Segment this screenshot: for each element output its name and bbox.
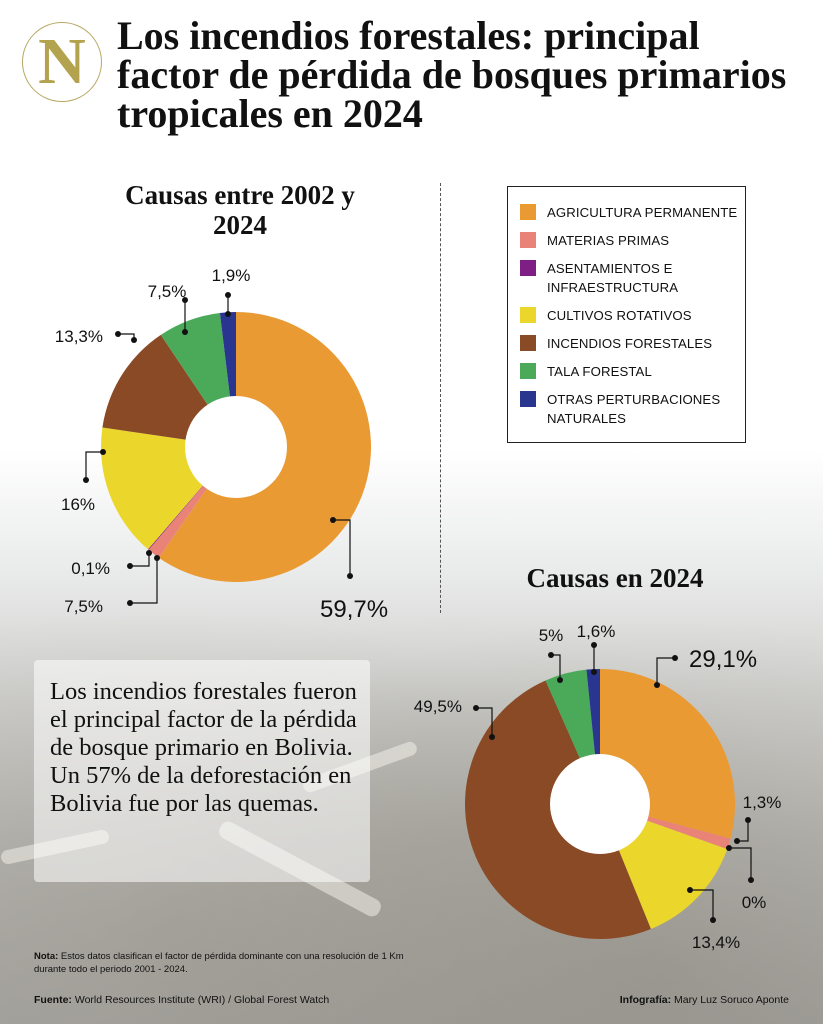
legend-item: INCENDIOS FORESTALES [520, 334, 745, 353]
credit-label: Infografía: [619, 994, 672, 1006]
chart2-title: Causas en 2024 [526, 563, 704, 593]
chart1-data-label: 7,5% [64, 597, 103, 616]
legend-swatch [520, 363, 536, 379]
chart1-data-label: 1,9% [212, 266, 251, 285]
chart2-data-label: 49,5% [414, 697, 462, 716]
chart1-leader-dot [182, 297, 188, 303]
credit-line: Infografía: Mary Luz Soruco Aponte [620, 994, 789, 1006]
chart2-data-label: 13,4% [692, 933, 740, 952]
page-title: Los incendios forestales: principal fact… [117, 13, 787, 136]
note-panel [34, 660, 370, 882]
legend-swatch [520, 204, 536, 220]
brand-logo: N [22, 22, 102, 102]
chart2-leader-dot [734, 838, 740, 844]
chart2-data-label: 5% [539, 626, 564, 645]
chart2-leader-dot [687, 887, 693, 893]
chart2-leader-dot [710, 917, 716, 923]
chart1-leader-line [130, 558, 158, 604]
chart2-leader-dot [672, 655, 678, 661]
legend-swatch [520, 260, 536, 276]
chart1-leader-dot [127, 600, 133, 606]
chart2-data-label: 29,1% [689, 646, 757, 673]
legend-item: CULTIVOS ROTATIVOS [520, 306, 745, 325]
source-label: Fuente: [34, 994, 72, 1006]
chart2-leader-line [690, 889, 714, 920]
chart2-leader-line [656, 657, 675, 685]
chart1-leader-dot [225, 292, 231, 298]
legend-label: AGRICULTURA PERMANENTE [547, 205, 738, 220]
chart2-data-label: 1,6% [577, 622, 616, 641]
chart2-leader-dot [748, 877, 754, 883]
legend-item: ASENTAMIENTOS E INFRAESTRUCTURA [520, 259, 745, 297]
chart1-data-label: 16% [61, 495, 95, 514]
chart2-leader-dot [557, 677, 563, 683]
chart2-leader-line [737, 820, 749, 842]
chart2-data-label: 0% [742, 893, 767, 912]
chart1-leader-dot [100, 449, 106, 455]
legend-item: AGRICULTURA PERMANENTE [520, 203, 745, 222]
chart1-leader-dot [347, 573, 353, 579]
data-note-label: Nota: [34, 951, 59, 962]
legend-item: TALA FORESTAL [520, 362, 745, 381]
legend-swatch [520, 335, 536, 351]
legend-swatch [520, 307, 536, 323]
chart1-leader-dot [182, 329, 188, 335]
source-text: World Resources Institute (WRI) / Global… [74, 994, 330, 1006]
highlight-text: Los incendios forestales fueron el princ… [50, 678, 357, 817]
chart1-leader-line [333, 519, 351, 576]
chart1-leader-dot [146, 550, 152, 556]
legend-label: ASENTAMIENTOS E INFRAESTRUCTURA [547, 261, 679, 295]
chart2-leader-dot [548, 652, 554, 658]
chart1-leader-dot [131, 337, 137, 343]
chart-legend: AGRICULTURA PERMANENTE MATERIAS PRIMAS A… [507, 186, 746, 443]
chart1-data-label: 13,3% [55, 327, 103, 346]
chart2-leader-dot [591, 669, 597, 675]
chart1-title: Causas entre 2002 y 2024 [125, 180, 355, 240]
data-note-text: Estos datos clasifican el factor de pérd… [34, 951, 404, 975]
legend-swatch [520, 232, 536, 248]
chart2-donut-hole [550, 754, 650, 854]
chart1-data-label: 59,7% [320, 596, 388, 623]
chart1-leader-dot [115, 331, 121, 337]
chart1-data-label: 7,5% [148, 282, 187, 301]
legend-item: OTRAS PERTURBACIONES NATURALES [520, 390, 745, 428]
chart1-leader-line [130, 553, 150, 567]
chart1-leader-dot [225, 311, 231, 317]
chart1-donut-hole [185, 396, 287, 498]
legend-item: MATERIAS PRIMAS [520, 231, 745, 250]
data-note: Nota: Estos datos clasifican el factor d… [34, 950, 414, 976]
chart2-leader-dot [489, 734, 495, 740]
chart2-data-label: 1,3% [743, 793, 782, 812]
legend-swatch [520, 391, 536, 407]
chart2-leader-dot [591, 642, 597, 648]
credit-text: Mary Luz Soruco Aponte [674, 994, 789, 1006]
chart1-leader-line [85, 451, 103, 480]
legend-label: TALA FORESTAL [547, 364, 652, 379]
legend-label: OTRAS PERTURBACIONES NATURALES [547, 392, 721, 426]
chart1-leader-dot [330, 517, 336, 523]
chart1-leader-dot [83, 477, 89, 483]
chart2-leader-dot [654, 682, 660, 688]
section-divider [440, 183, 441, 613]
chart2-leader-line [476, 707, 493, 737]
legend-label: CULTIVOS ROTATIVOS [547, 308, 692, 323]
chart2-leader-dot [473, 705, 479, 711]
chart1-data-label: 0,1% [71, 559, 110, 578]
brand-logo-letter: N [38, 25, 86, 98]
legend-label: MATERIAS PRIMAS [547, 233, 670, 248]
chart1-leader-dot [127, 563, 133, 569]
chart2-leader-dot [726, 845, 732, 851]
legend-label: INCENDIOS FORESTALES [547, 336, 713, 351]
chart1-leader-dot [154, 555, 160, 561]
chart2-leader-dot [745, 817, 751, 823]
source-line: Fuente: World Resources Institute (WRI) … [34, 994, 329, 1006]
chart2-leader-line [729, 847, 752, 880]
